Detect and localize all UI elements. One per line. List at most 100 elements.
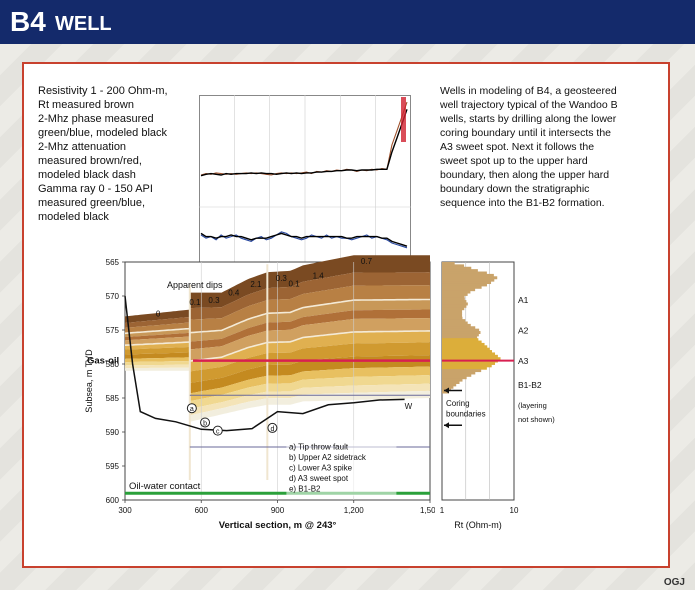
point-legend-item: d) A3 sweet spot xyxy=(289,474,349,483)
rt-bar xyxy=(442,361,496,365)
bed-boundary-line xyxy=(124,330,430,363)
rt-bar xyxy=(442,311,463,315)
trajectory-point-label: b xyxy=(203,420,207,427)
log-series-line xyxy=(200,109,408,177)
trajectory-point-label: c xyxy=(216,429,220,436)
trajectory-point-marker xyxy=(200,417,211,428)
log-series-line xyxy=(200,231,408,249)
rt-bar xyxy=(442,281,492,285)
rt-bar xyxy=(442,371,476,375)
rt-bar xyxy=(442,340,482,344)
description-text: Wells in modeling of B4, a geosteered we… xyxy=(440,85,618,209)
rt-bar xyxy=(442,383,457,387)
rt-bar xyxy=(442,276,498,280)
rt-bar xyxy=(442,321,468,325)
rt-bar xyxy=(442,273,494,277)
point-legend-backdrop xyxy=(286,440,397,497)
rt-bar xyxy=(442,352,496,356)
rt-bar xyxy=(442,381,460,384)
rt-bar xyxy=(442,290,471,294)
rt-bar xyxy=(442,357,501,361)
rt-bar xyxy=(442,266,472,270)
credit-label: OGJ xyxy=(663,577,685,588)
coring-arrow-head xyxy=(444,387,449,394)
x-tick-label: 900 xyxy=(271,506,285,515)
rt-bar xyxy=(442,314,463,318)
well-trajectory xyxy=(124,295,405,432)
dip-label: 0.7 xyxy=(361,257,373,266)
rt-bar xyxy=(442,304,467,308)
rt-bar xyxy=(442,369,482,373)
gas-oil-label: Gas-oil xyxy=(87,356,119,367)
trajectory-point-marker xyxy=(212,425,223,436)
rt-bar xyxy=(442,345,488,349)
rt-bar xyxy=(442,326,476,330)
y-axis-title: Subsea, m TVD xyxy=(84,349,94,413)
stratum-layer xyxy=(125,364,430,416)
point-legend-item: a) Tip throw fault xyxy=(289,443,349,452)
rt-bar xyxy=(442,331,481,334)
y-tick-label: 580 xyxy=(106,360,120,369)
y-tick-label: 575 xyxy=(106,326,120,335)
well-id: B4 xyxy=(10,6,46,37)
log-spike-section xyxy=(401,97,406,142)
coring-label: boundaries xyxy=(446,409,486,418)
trajectory-point-marker xyxy=(267,422,278,433)
dip-label: 0.3 xyxy=(276,274,288,283)
rt-bar xyxy=(442,385,454,389)
rt-bar xyxy=(442,354,498,358)
rt-bar xyxy=(442,316,463,320)
rt-bar xyxy=(442,300,467,304)
legend-note: Resistivity 1 - 200 Ohm-m, Rt measured b… xyxy=(38,85,168,223)
rt-bar xyxy=(442,328,480,332)
trajectory-point-label: d xyxy=(270,426,274,433)
stratum-layer xyxy=(125,367,430,422)
rt-bar xyxy=(442,288,476,292)
dip-label: 0.1 xyxy=(189,298,201,307)
rt-bar xyxy=(442,295,465,299)
rt-tick-label: 10 xyxy=(510,506,519,515)
rt-bar xyxy=(442,366,487,370)
zone-label: not shown) xyxy=(518,415,555,424)
rt-bar xyxy=(442,292,468,296)
rt-bar xyxy=(442,323,471,327)
zone-label: A1 xyxy=(518,295,529,305)
dip-label: 0 xyxy=(156,309,161,318)
rt-bar xyxy=(442,269,478,273)
rt-bar xyxy=(442,376,467,380)
zone-label: A3 xyxy=(518,356,529,366)
x-tick-label: 1,200 xyxy=(344,506,365,515)
rt-bar xyxy=(442,309,463,313)
rt-bar xyxy=(442,262,455,265)
trajectory-point-label: a xyxy=(190,406,194,413)
dip-label: 2.1 xyxy=(250,280,262,289)
coring-arrow-head xyxy=(444,422,449,429)
rt-bar xyxy=(442,297,465,301)
rt-bar xyxy=(442,283,487,287)
x-axis-title: Vertical section, m @ 243° xyxy=(219,520,337,531)
oil-water-label: Oil-water contact xyxy=(129,481,201,492)
point-legend-item: e) B1-B2 xyxy=(289,485,321,494)
x-tick-label: 1,500 xyxy=(420,506,435,515)
log-series-line xyxy=(200,232,408,247)
y-tick-label: 585 xyxy=(106,394,120,403)
x-tick-label: 300 xyxy=(118,506,132,515)
dip-label: 0.3 xyxy=(208,296,220,305)
rt-bar xyxy=(442,302,468,306)
dip-label: 0.1 xyxy=(288,279,300,288)
rt-bar xyxy=(442,335,478,339)
rt-bar xyxy=(442,373,472,377)
zone-label: B1-B2 xyxy=(518,380,542,390)
rt-bar xyxy=(442,347,490,351)
point-legend-item: b) Upper A2 sidetrack xyxy=(289,453,367,462)
y-tick-label: 600 xyxy=(106,496,120,505)
title-banner: B4 WELL xyxy=(0,0,695,44)
trajectory-end-label: W xyxy=(405,402,413,411)
trajectory-point-marker xyxy=(186,403,197,414)
rt-bar xyxy=(442,307,465,311)
coring-label: Coring xyxy=(446,399,470,408)
rt-bar xyxy=(442,378,463,382)
rt-axis-title: Rt (Ohm-m) xyxy=(454,520,502,530)
